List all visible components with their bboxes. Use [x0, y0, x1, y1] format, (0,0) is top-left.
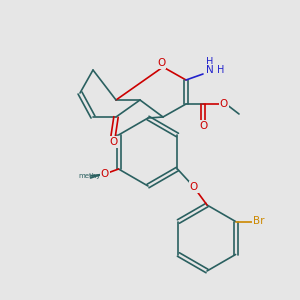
Text: N: N	[206, 65, 214, 75]
Text: O: O	[100, 169, 109, 179]
Text: O: O	[109, 137, 117, 147]
Text: O: O	[199, 121, 207, 131]
Text: methyl: methyl	[78, 173, 103, 179]
Text: H: H	[217, 65, 224, 75]
Text: O: O	[220, 99, 228, 109]
Text: Br: Br	[253, 217, 264, 226]
Text: O: O	[190, 182, 198, 192]
Text: H: H	[206, 57, 214, 67]
Text: O: O	[157, 58, 165, 68]
